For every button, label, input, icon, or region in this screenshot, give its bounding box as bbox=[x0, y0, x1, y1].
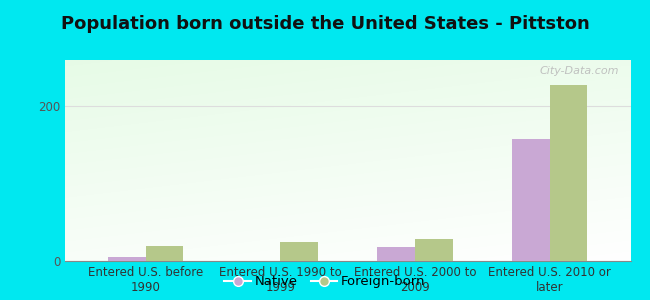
Bar bbox=[415, 239, 453, 261]
Bar bbox=[108, 257, 146, 261]
Bar bbox=[512, 139, 550, 261]
Text: Population born outside the United States - Pittston: Population born outside the United State… bbox=[60, 15, 590, 33]
Bar bbox=[550, 85, 588, 261]
Bar bbox=[378, 247, 415, 261]
Legend: Native, Foreign-born: Native, Foreign-born bbox=[219, 270, 431, 293]
Bar bbox=[146, 245, 183, 261]
Text: City-Data.com: City-Data.com bbox=[540, 66, 619, 76]
Bar bbox=[280, 242, 318, 261]
